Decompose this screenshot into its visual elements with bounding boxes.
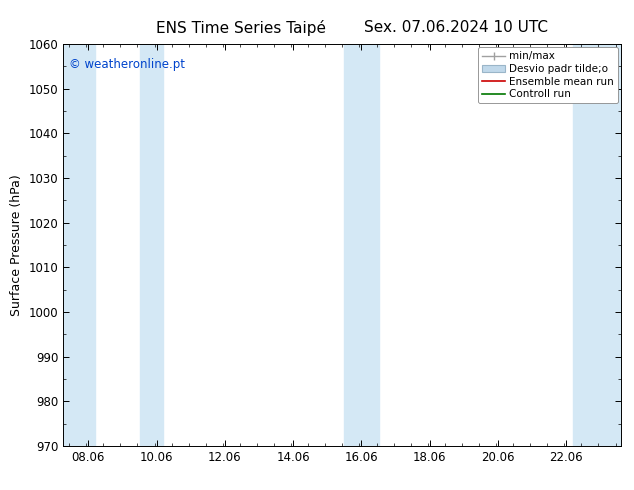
Bar [573, 44, 621, 446]
Y-axis label: Surface Pressure (hPa): Surface Pressure (hPa) [10, 174, 23, 316]
Bar [63, 44, 95, 446]
Text: Sex. 07.06.2024 10 UTC: Sex. 07.06.2024 10 UTC [365, 20, 548, 35]
Legend: min/max, Desvio padr tilde;o, Ensemble mean run, Controll run: min/max, Desvio padr tilde;o, Ensemble m… [478, 47, 618, 103]
Text: ENS Time Series Taipé: ENS Time Series Taipé [156, 20, 326, 36]
Text: © weatheronline.pt: © weatheronline.pt [69, 58, 185, 71]
Bar [344, 44, 378, 446]
Bar [139, 44, 163, 446]
